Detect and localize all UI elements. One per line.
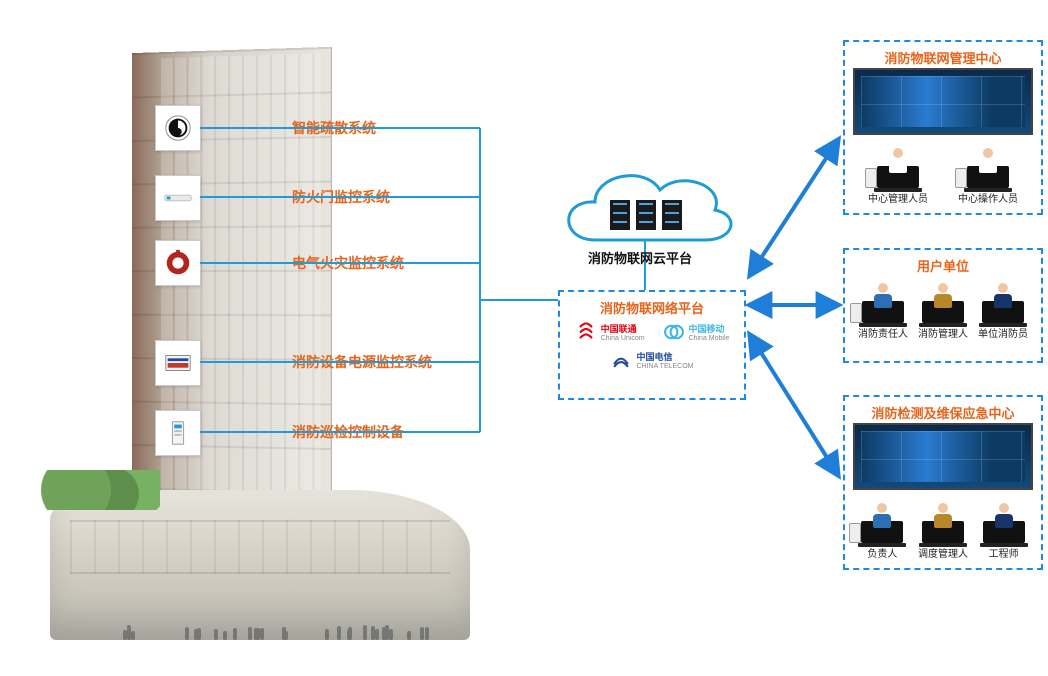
panel-mgmt-screen-wall bbox=[853, 68, 1033, 135]
sys-power-label: 消防设备电源监控系统 bbox=[292, 352, 432, 372]
building-greenery bbox=[40, 470, 160, 510]
role-消防管理人: 消防管理人 bbox=[918, 283, 968, 340]
building-illustration bbox=[50, 50, 430, 650]
role-label: 调度管理人 bbox=[918, 545, 968, 560]
role-label: 负责人 bbox=[867, 545, 897, 560]
role-单位消防员: 单位消防员 bbox=[978, 283, 1028, 340]
role-负责人: 负责人 bbox=[859, 503, 905, 560]
sys-evac-label: 智能疏散系统 bbox=[292, 118, 376, 138]
panel-mgmt: 消防物联网管理中心中心管理人员 中心操作人员 bbox=[843, 40, 1043, 215]
dev-power-icon bbox=[155, 340, 201, 386]
network-platform-title: 消防物联网络平台 bbox=[560, 298, 744, 317]
sys-patrol-label: 消防巡检控制设备 bbox=[292, 422, 404, 442]
diagram-stage: 智能疏散系统防火门监控系统电气火灾监控系统消防设备电源监控系统消防巡检控制设备 … bbox=[0, 0, 1048, 676]
panel-maint-screen-wall bbox=[853, 423, 1033, 490]
panel-maint: 消防检测及维保应急中心负责人 调度管理人 工程师 bbox=[843, 395, 1043, 570]
role-label: 中心管理人员 bbox=[868, 190, 928, 205]
dev-door-icon bbox=[155, 175, 201, 221]
role-label: 消防责任人 bbox=[858, 325, 908, 340]
panel-mgmt-roles: 中心管理人员 中心操作人员 bbox=[853, 141, 1033, 205]
role-label: 中心操作人员 bbox=[958, 190, 1018, 205]
dev-patrol-icon bbox=[155, 410, 201, 456]
carrier-logos-row: 中国联通China Unicom 中国移动China Mobile 中国电信CHIN… bbox=[560, 317, 744, 379]
panel-maint-roles: 负责人 调度管理人 工程师 bbox=[853, 496, 1033, 560]
role-label: 工程师 bbox=[989, 545, 1019, 560]
panel-user: 用户单位消防责任人消防管理人单位消防员 bbox=[843, 248, 1043, 363]
role-中心操作人员: 中心操作人员 bbox=[958, 148, 1018, 205]
building-people bbox=[90, 610, 450, 640]
role-调度管理人: 调度管理人 bbox=[918, 503, 968, 560]
sys-elec-label: 电气火灾监控系统 bbox=[292, 253, 404, 273]
carrier-mobile: 中国移动China Mobile bbox=[663, 321, 730, 343]
panel-maint-title: 消防检测及维保应急中心 bbox=[845, 403, 1041, 422]
carrier-unicom: 中国联通China Unicom bbox=[575, 321, 645, 343]
carrier-telecom: 中国电信CHINA TELECOM bbox=[610, 349, 693, 371]
panel-user-roles: 消防责任人消防管理人单位消防员 bbox=[853, 276, 1033, 340]
role-label: 消防管理人 bbox=[918, 325, 968, 340]
panel-user-title: 用户单位 bbox=[845, 256, 1041, 275]
role-工程师: 工程师 bbox=[981, 503, 1027, 560]
dev-evac-icon bbox=[155, 105, 201, 151]
role-消防责任人: 消防责任人 bbox=[858, 283, 908, 340]
role-label: 单位消防员 bbox=[978, 325, 1028, 340]
cloud-platform-label: 消防物联网云平台 bbox=[588, 248, 692, 267]
sys-door-label: 防火门监控系统 bbox=[292, 187, 390, 207]
dev-elec-icon bbox=[155, 240, 201, 286]
role-中心管理人员: 中心管理人员 bbox=[868, 148, 928, 205]
network-platform-box: 消防物联网络平台 中国联通China Unicom 中国移动China Mobil… bbox=[558, 290, 746, 400]
panel-mgmt-title: 消防物联网管理中心 bbox=[845, 48, 1041, 67]
